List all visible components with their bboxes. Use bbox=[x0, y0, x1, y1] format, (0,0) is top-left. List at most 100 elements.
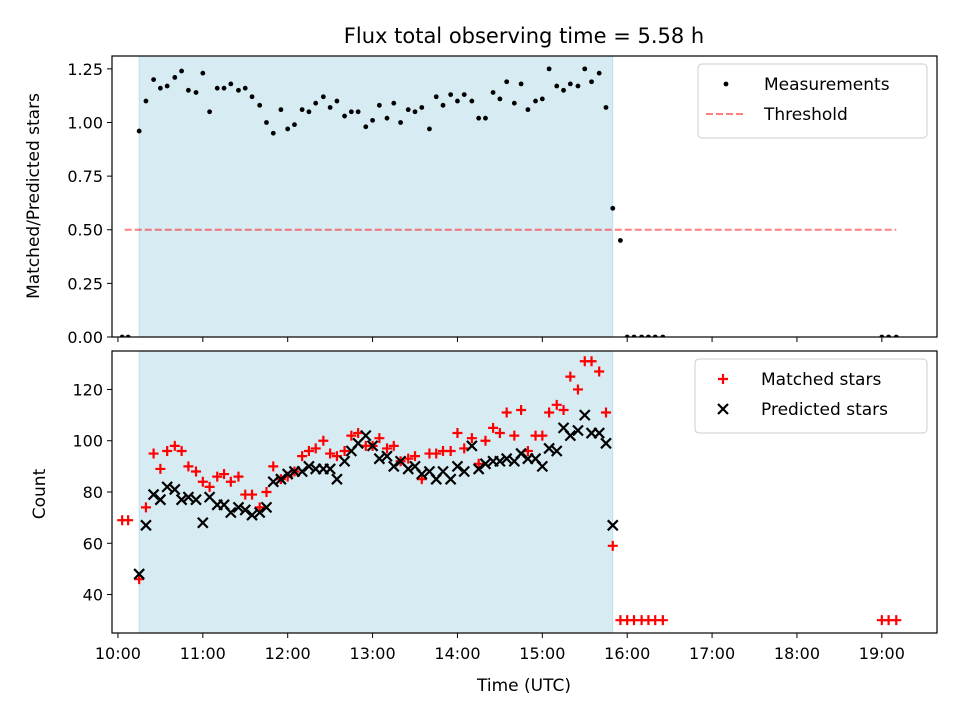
measurement-point bbox=[376, 102, 382, 108]
predicted-stars-point bbox=[366, 440, 379, 452]
measurement-point bbox=[575, 83, 581, 89]
chart-title: Flux total observing time = 5.58 h bbox=[344, 24, 704, 48]
predicted-stars-point bbox=[416, 468, 428, 480]
predicted-stars-point bbox=[147, 488, 160, 501]
matched-stars-point bbox=[261, 487, 272, 497]
predicted-stars-point bbox=[239, 504, 252, 516]
matched-stars-point bbox=[410, 451, 421, 462]
matched-stars-point bbox=[891, 615, 902, 626]
measurement-point bbox=[419, 105, 425, 110]
legend-label: Matched stars bbox=[761, 370, 881, 390]
predicted-stars-point bbox=[550, 445, 563, 457]
measurement-point bbox=[461, 92, 467, 98]
measurement-point bbox=[363, 124, 369, 130]
y-tick-label: 100 bbox=[72, 432, 103, 451]
measurement-point bbox=[228, 81, 234, 87]
predicted-stars-point bbox=[140, 519, 152, 532]
bottom-panel: 40 60 80 100 120 10:00 11:00 12:00 13:00 14:00 15:… bbox=[72, 350, 938, 702]
observing-interval-shade bbox=[138, 55, 614, 338]
x-tick-label: 15:00 bbox=[519, 644, 565, 663]
measurement-point bbox=[448, 92, 454, 98]
y-tick-label: 0.00 bbox=[67, 328, 103, 347]
matched-stars-point bbox=[516, 404, 527, 415]
measurement-point bbox=[292, 122, 297, 128]
axes-frame bbox=[111, 350, 938, 634]
top-y-axis-label: Matched/Predicted stars bbox=[24, 93, 44, 299]
predicted-stars-point bbox=[267, 475, 280, 488]
measurement-point bbox=[596, 70, 602, 76]
predicted-stars-point bbox=[324, 463, 336, 475]
y-tick-label: 60 bbox=[83, 534, 103, 553]
matched-stars-point bbox=[303, 445, 314, 456]
predicted-stars-point bbox=[253, 506, 266, 519]
legend-matched-marker bbox=[718, 374, 728, 384]
measurement-point bbox=[348, 109, 354, 115]
measurement-point bbox=[511, 100, 517, 106]
matched-stars-point bbox=[197, 476, 208, 487]
legend: Measurements Threshold bbox=[697, 63, 928, 139]
y-tick-label: 0.50 bbox=[67, 221, 103, 240]
measurement-point bbox=[504, 79, 510, 85]
x-tick-label: 18:00 bbox=[774, 644, 820, 663]
measurement-point bbox=[391, 100, 397, 106]
x-tick-label: 10:00 bbox=[95, 644, 141, 663]
matched-stars-point bbox=[459, 443, 470, 454]
x-tick-label: 11:00 bbox=[180, 644, 226, 663]
matched-stars-point bbox=[204, 481, 215, 492]
matched-stars-point bbox=[600, 407, 611, 418]
measurement-point bbox=[539, 96, 545, 102]
predicted-stars-point bbox=[225, 506, 237, 519]
y-tick-label: 120 bbox=[72, 380, 103, 399]
matched-stars-point bbox=[247, 489, 258, 500]
legend-measurement-marker bbox=[723, 81, 729, 87]
predicted-stars-point bbox=[500, 452, 513, 465]
matched-stars-point bbox=[480, 435, 491, 446]
predicted-stars-point bbox=[190, 493, 202, 506]
matched-stars-point bbox=[353, 428, 364, 439]
measurement-point bbox=[207, 109, 213, 115]
axes-frame bbox=[111, 55, 938, 338]
measurement-point bbox=[554, 83, 560, 89]
top-panel: 0.00 0.25 0.50 0.75 1.00 1.25 Measurements Thre… bbox=[67, 55, 938, 347]
predicted-stars-point bbox=[543, 442, 555, 455]
matched-stars-point bbox=[558, 404, 569, 415]
measurement-point bbox=[334, 98, 340, 104]
measurement-point bbox=[143, 98, 149, 104]
measurement-point bbox=[610, 205, 616, 211]
measurement-point bbox=[398, 120, 403, 125]
y-tick-label: 80 bbox=[83, 483, 103, 502]
observing-interval-shade bbox=[138, 350, 614, 634]
x-tick-label: 16:00 bbox=[604, 644, 650, 663]
predicted-stars-point bbox=[388, 460, 400, 473]
y-tick-label: 0.75 bbox=[67, 167, 103, 186]
x-axis-label: Time (UTC) bbox=[476, 676, 571, 696]
matched-stars-point bbox=[494, 428, 505, 439]
measurement-point bbox=[164, 83, 170, 89]
plot-area bbox=[119, 66, 899, 337]
bottom-y-axis-label: Count bbox=[30, 468, 50, 519]
matched-stars-point bbox=[509, 430, 520, 441]
matched-stars-point bbox=[162, 445, 173, 456]
predicted-stars-point bbox=[260, 501, 273, 514]
legend: Matched stars Predicted stars bbox=[694, 358, 928, 434]
legend-label: Predicted stars bbox=[761, 400, 888, 420]
measurement-point bbox=[427, 126, 432, 132]
matched-stars-point bbox=[488, 422, 499, 433]
matched-stars-point bbox=[537, 430, 548, 441]
measurement-point bbox=[342, 113, 347, 119]
x-tick-label: 19:00 bbox=[859, 644, 905, 663]
legend-predicted-marker bbox=[717, 403, 729, 415]
matched-stars-point bbox=[544, 407, 555, 418]
matched-stars-point bbox=[431, 448, 442, 459]
matched-stars-point bbox=[318, 435, 329, 446]
measurement-point bbox=[278, 107, 284, 113]
predicted-stars-point bbox=[615, 692, 625, 702]
predicted-stars-point bbox=[381, 450, 393, 462]
predicted-stars-point bbox=[536, 460, 549, 473]
predicted-stars-point bbox=[197, 516, 209, 529]
predicted-stars-point bbox=[154, 493, 167, 506]
matched-stars-point bbox=[388, 440, 399, 451]
measurement-point bbox=[157, 85, 163, 91]
matched-stars-point bbox=[594, 366, 605, 377]
measurement-point bbox=[455, 98, 460, 104]
